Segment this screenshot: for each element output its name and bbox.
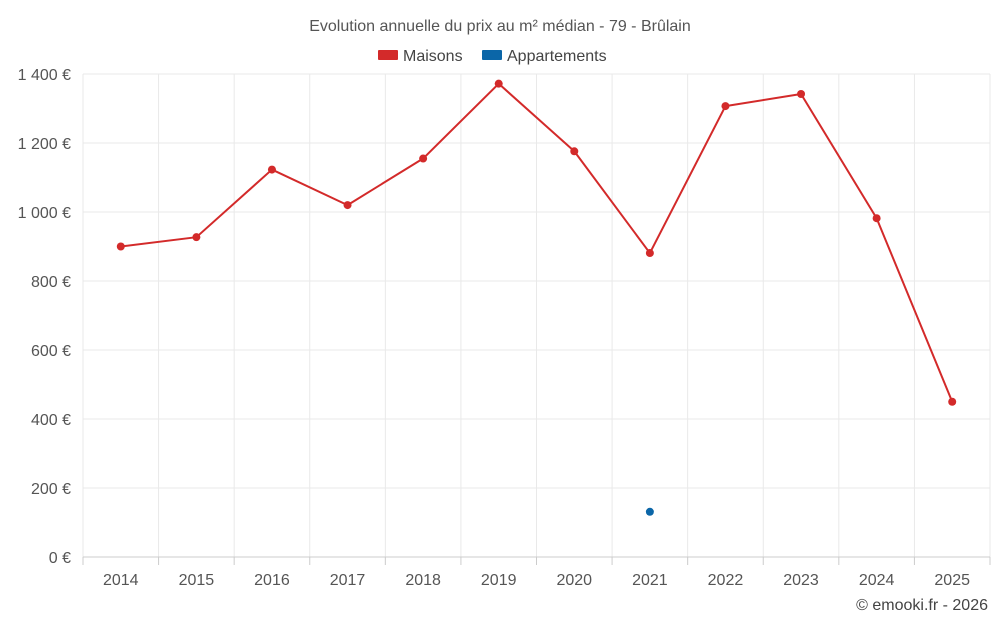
- data-point-maisons-2014[interactable]: [116, 242, 125, 251]
- legend-label-appartements: Appartements: [507, 48, 607, 65]
- legend-swatch-maisons: [378, 50, 398, 60]
- y-tick-label: 800 €: [31, 274, 71, 291]
- x-axis-ticks: [82, 557, 991, 565]
- legend-item-appartements[interactable]: Appartements: [482, 48, 607, 65]
- series-line-maisons: [120, 82, 954, 403]
- y-tick-label: 0 €: [49, 550, 71, 567]
- y-tick-label: 1 200 €: [18, 136, 71, 153]
- x-gridlines: [82, 74, 991, 557]
- x-axis-labels: 2014 2015 2016 2017 2018 2019 2020 2021 2022 2023…: [103, 572, 970, 589]
- x-tick-label: 2025: [934, 572, 970, 589]
- y-tick-label: 400 €: [31, 412, 71, 429]
- data-point-maisons-2022[interactable]: [721, 102, 730, 111]
- chart-title: Evolution annuelle du prix au m² médian …: [309, 18, 691, 35]
- data-point-maisons-2017[interactable]: [343, 201, 352, 210]
- data-point-maisons-2021[interactable]: [645, 249, 654, 258]
- series-layer: [116, 79, 957, 516]
- x-tick-label: 2016: [254, 572, 290, 589]
- x-tick-label: 2023: [783, 572, 819, 589]
- data-point-maisons-2024[interactable]: [872, 214, 881, 223]
- data-point-maisons-2016[interactable]: [267, 165, 276, 174]
- y-tick-label: 600 €: [31, 343, 71, 360]
- data-point-appartements-2021[interactable]: [645, 507, 654, 516]
- x-tick-label: 2024: [859, 572, 895, 589]
- x-tick-label: 2019: [481, 572, 517, 589]
- data-point-maisons-2018[interactable]: [419, 154, 428, 163]
- legend: Maisons Appartements: [378, 48, 607, 65]
- series-appartements: [645, 507, 654, 516]
- legend-swatch-appartements: [482, 50, 502, 60]
- y-axis-labels: 0 € 200 € 400 € 600 € 800 € 1 000 € 1 200 € 1 4…: [18, 67, 71, 567]
- data-point-maisons-2025[interactable]: [948, 397, 957, 406]
- x-tick-label: 2017: [330, 572, 366, 589]
- y-tick-label: 1 400 €: [18, 67, 71, 84]
- x-tick-label: 2014: [103, 572, 139, 589]
- data-point-maisons-2020[interactable]: [570, 147, 579, 156]
- series-maisons: [116, 79, 957, 406]
- x-tick-label: 2018: [405, 572, 441, 589]
- y-tick-label: 1 000 €: [18, 205, 71, 222]
- y-tick-label: 200 €: [31, 481, 71, 498]
- legend-label-maisons: Maisons: [403, 48, 463, 65]
- legend-item-maisons[interactable]: Maisons: [378, 48, 463, 65]
- data-point-maisons-2019[interactable]: [494, 79, 503, 88]
- credit-text: © emooki.fr - 2026: [856, 597, 988, 614]
- data-point-maisons-2015[interactable]: [192, 233, 201, 242]
- x-tick-label: 2020: [556, 572, 592, 589]
- data-point-maisons-2023[interactable]: [797, 90, 806, 99]
- x-tick-label: 2021: [632, 572, 668, 589]
- x-tick-label: 2015: [179, 572, 215, 589]
- x-tick-label: 2022: [708, 572, 744, 589]
